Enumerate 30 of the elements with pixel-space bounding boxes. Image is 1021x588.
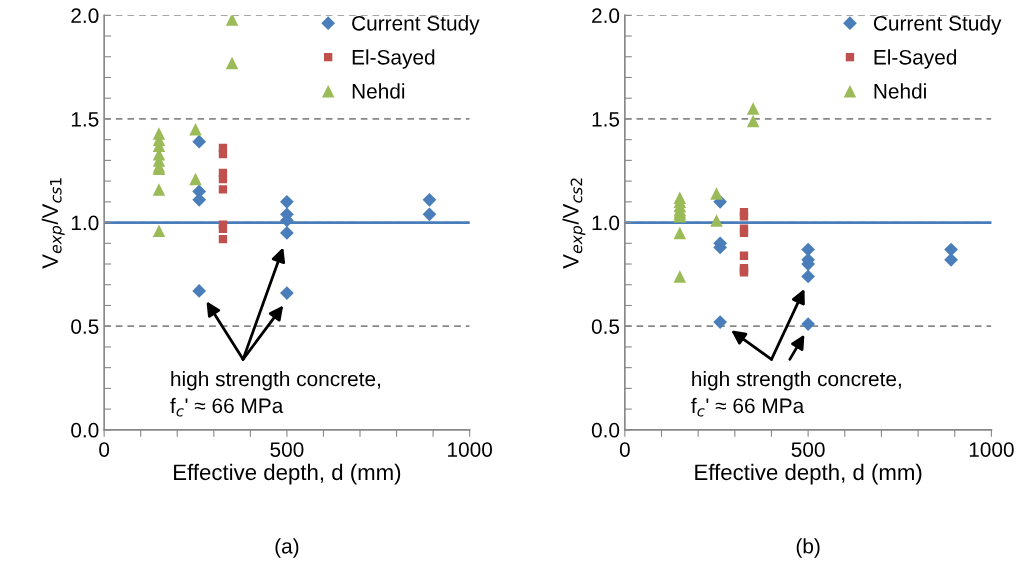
y-tick-label: 0.5 (71, 319, 99, 334)
y-tick-label: 1.0 (71, 215, 99, 231)
y-tick-label: 0.0 (591, 422, 620, 438)
x-tick-label: 500 (270, 442, 304, 457)
x-tick-label: 0 (99, 442, 110, 457)
legend-label: El-Sayed (874, 49, 957, 69)
x-axis-title: Effective depth, d (mm) (174, 463, 401, 485)
text: (b) (796, 538, 820, 558)
x-tick-label: 0 (619, 442, 630, 457)
annotation: high strength concrete, f$_{c}$' ≈ 66 MPa (170, 371, 380, 417)
legend-label: El-Sayed (352, 49, 435, 69)
legend-label: Current Study (873, 15, 1002, 35)
y-axis-title: V$_{exp}$/V$_{cs1}$ (41, 178, 65, 269)
x-tick-label: 1000 (969, 442, 1014, 457)
y-tick-label: 2.0 (592, 8, 620, 24)
y-tick-label: 0.5 (591, 319, 620, 334)
y-axis-title: V$_{exp}$/V$_{cs2}$ (562, 178, 586, 269)
legend-label: Current Study (352, 15, 480, 35)
x-tick-label: 500 (791, 442, 825, 457)
annotation: high strength concrete, f$_{c}$' ≈ 66 MPa (691, 371, 901, 417)
y-tick-label: 2.0 (71, 8, 99, 24)
y-tick-label: 1.5 (592, 112, 620, 127)
y-tick-label: 1.0 (592, 215, 620, 231)
text: (a) (275, 538, 299, 558)
x-axis-title: Effective depth, d (mm) (695, 463, 922, 485)
x-tick-label: 1000 (448, 442, 493, 457)
y-tick-label: 1.5 (71, 112, 99, 127)
legend-label: Nehdi (874, 83, 926, 99)
legend-label: Nehdi (352, 83, 405, 99)
y-tick-label: 0.0 (71, 422, 99, 438)
